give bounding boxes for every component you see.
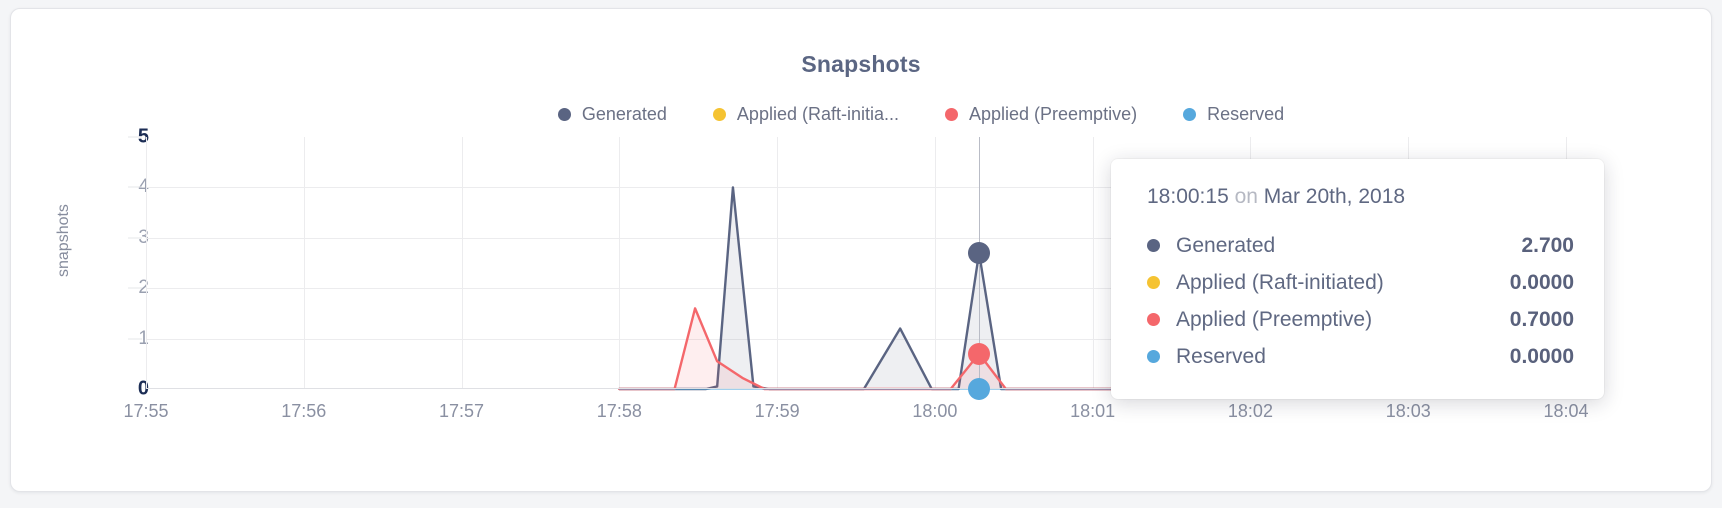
legend-item-0[interactable]: Generated xyxy=(557,104,667,125)
gridline-horizontal xyxy=(146,338,1566,340)
hover-marker-applied-preemptive xyxy=(968,342,991,365)
x-axis-tick-17-55: 17:55 xyxy=(123,401,169,421)
legend-item-label: Applied (Raft-initia... xyxy=(736,104,899,124)
tooltip-series-label: Generated xyxy=(1176,233,1276,257)
y-axis-title: snapshots xyxy=(55,204,72,277)
gridline-vertical xyxy=(1092,137,1094,389)
gridline-horizontal xyxy=(146,237,1566,239)
y-axis-tick-dash xyxy=(128,237,142,239)
tooltip-series-dot-icon xyxy=(1147,276,1160,289)
y-axis-tick-5: 5 xyxy=(137,125,149,148)
tooltip-rows: Generated 2.700 Applied (Raft-initiated) 0.… xyxy=(1147,227,1574,375)
applied-preemptive-line xyxy=(618,307,1568,391)
gridline-horizontal xyxy=(146,288,1566,290)
hover-marker-generated xyxy=(968,241,991,264)
legend-item-label: Generated xyxy=(581,104,667,124)
tooltip-series-value: 0.7000 xyxy=(1509,307,1574,331)
x-axis-tick-17-56: 17:56 xyxy=(281,401,327,421)
legend-dot-icon xyxy=(712,108,726,121)
legend-dot-icon xyxy=(945,108,958,121)
axis-baseline xyxy=(146,388,1566,389)
tooltip-series-value: 2.700 xyxy=(1521,233,1574,257)
applied-preemptive-area xyxy=(619,308,1566,389)
chart-legend: Generated Applied (Raft-initia... Applied … xyxy=(11,104,1711,125)
gridline-vertical xyxy=(303,137,305,389)
gridline-vertical xyxy=(146,137,147,389)
tooltip-row: Generated 2.700 xyxy=(1147,227,1574,264)
tooltip-series-dot-icon xyxy=(1147,313,1160,326)
x-axis-tick-17-57: 17:57 xyxy=(439,401,485,421)
legend-dot-icon xyxy=(1183,108,1197,121)
tooltip-series-label: Applied (Raft-initiated) xyxy=(1176,270,1384,294)
tooltip-timestamp: 18:00:15 on Mar 20th, 2018 xyxy=(1147,185,1574,209)
tooltip-on-word: on xyxy=(1234,185,1258,208)
tooltip-row: Applied (Preemptive) 0.7000 xyxy=(1147,301,1574,338)
y-axis-tick-3: 3 xyxy=(138,226,149,248)
tooltip-row: Applied (Raft-initiated) 0.0000 xyxy=(1147,264,1574,301)
tooltip-row: Reserved 0.0000 xyxy=(1147,338,1574,375)
x-axis-tick-18-02: 18:02 xyxy=(1227,401,1273,421)
y-axis-tick-dash xyxy=(128,186,142,188)
legend-item-2[interactable]: Applied (Preemptive) xyxy=(945,104,1137,125)
y-axis-tick-4: 4 xyxy=(138,176,149,198)
snapshots-chart-card: Snapshots Generated Applied (Raft-initia.… xyxy=(10,8,1712,492)
tooltip-series-label: Reserved xyxy=(1176,344,1266,368)
tooltip-series-value: 0.0000 xyxy=(1509,270,1574,294)
x-axis-tick-18-00: 18:00 xyxy=(912,401,958,421)
y-axis-tick-dash xyxy=(128,287,142,289)
legend-item-3[interactable]: Reserved xyxy=(1183,104,1284,125)
y-axis-tick-2: 2 xyxy=(138,277,149,299)
gridline-vertical xyxy=(461,137,463,389)
x-axis-tick-18-01: 18:01 xyxy=(1070,401,1116,421)
legend-item-label: Applied (Preemptive) xyxy=(969,104,1138,124)
tooltip-series-dot-icon xyxy=(1147,239,1160,252)
gridline-vertical xyxy=(619,137,621,389)
y-axis-tick-dash xyxy=(128,136,142,138)
legend-item-label: Reserved xyxy=(1207,104,1285,124)
tooltip-date: Mar 20th, 2018 xyxy=(1263,185,1406,208)
page-title: Snapshots xyxy=(801,51,921,77)
tooltip-series-label: Applied (Preemptive) xyxy=(1176,307,1373,331)
legend-dot-icon xyxy=(557,108,571,121)
x-axis-tick-17-58: 17:58 xyxy=(596,401,642,421)
y-axis-tick-dash xyxy=(128,338,142,340)
hover-tooltip: 18:00:15 on Mar 20th, 2018 Generated 2.70… xyxy=(1111,159,1604,399)
x-axis-tick-18-03: 18:03 xyxy=(1385,401,1431,421)
tooltip-series-value: 0.0000 xyxy=(1509,344,1574,368)
hover-marker-reserved xyxy=(968,378,991,400)
x-axis-tick-18-04: 18:04 xyxy=(1543,401,1589,421)
tooltip-time: 18:00:15 xyxy=(1147,185,1229,208)
gridline-vertical xyxy=(934,137,936,389)
gridline-vertical xyxy=(777,137,779,389)
x-axis-tick-17-59: 17:59 xyxy=(754,401,800,421)
legend-item-1[interactable]: Applied (Raft-initia... xyxy=(712,104,899,125)
tooltip-series-dot-icon xyxy=(1147,350,1160,363)
y-axis-tick-1: 1 xyxy=(138,327,149,349)
gridline-horizontal xyxy=(146,187,1566,189)
y-axis-tick-0: 0 xyxy=(137,377,149,400)
